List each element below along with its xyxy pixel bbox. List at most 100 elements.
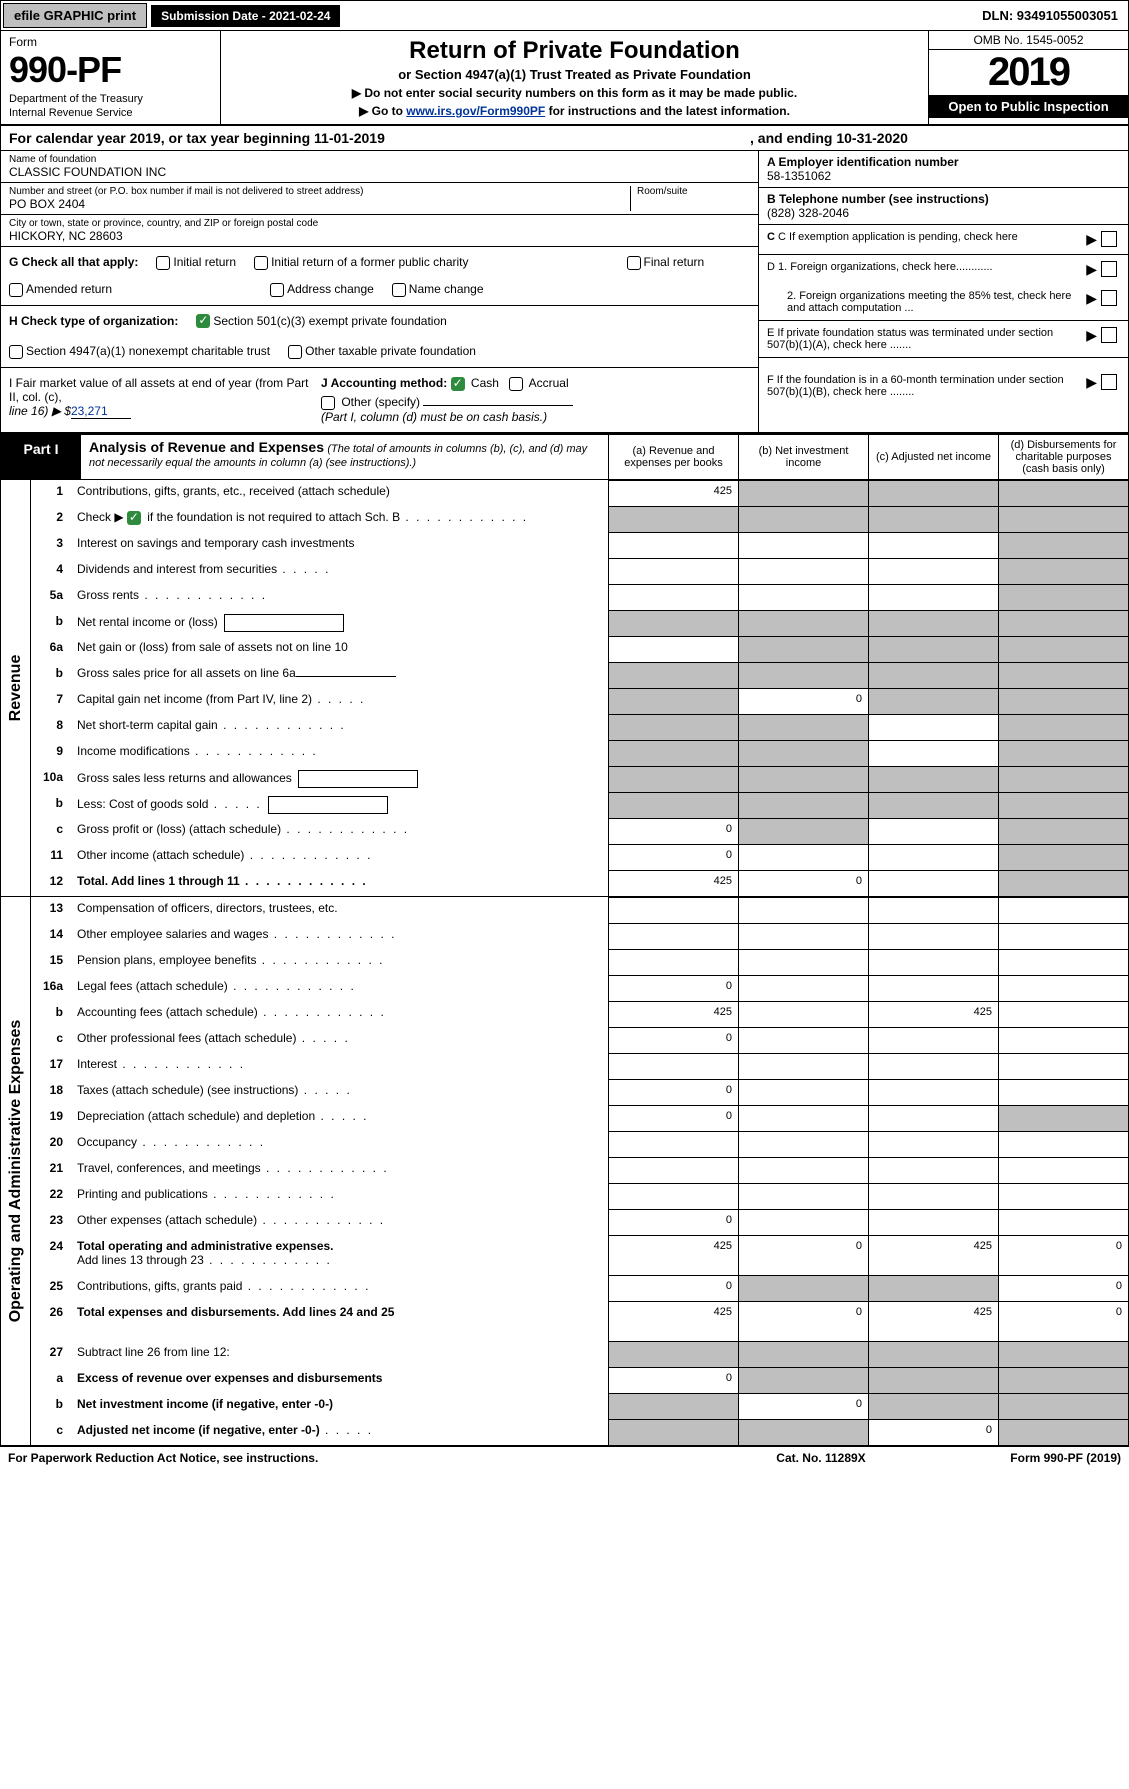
ein-field: A Employer identification number 58-1351… xyxy=(759,151,1128,188)
section-i-label: I Fair market value of all assets at end… xyxy=(9,376,309,404)
line-16c: cOther professional fees (attach schedul… xyxy=(31,1027,1128,1053)
part1-header: Part I Analysis of Revenue and Expenses … xyxy=(0,434,1129,480)
revenue-section: Revenue 1 Contributions, gifts, grants, … xyxy=(0,480,1129,897)
line-10a: 10aGross sales less returns and allowanc… xyxy=(31,766,1128,792)
dept-treasury: Department of the Treasury xyxy=(9,93,212,105)
col-d-header: (d) Disbursements for charitable purpose… xyxy=(998,435,1128,479)
cb-amended-return[interactable] xyxy=(9,283,23,297)
section-c: C C If exemption application is pending,… xyxy=(759,225,1128,255)
omb-number: OMB No. 1545-0052 xyxy=(929,31,1128,50)
section-f: F If the foundation is in a 60-month ter… xyxy=(758,368,1128,432)
cb-name-change[interactable] xyxy=(392,283,406,297)
line-14: 14Other employee salaries and wages xyxy=(31,923,1128,949)
line-12: 12Total. Add lines 1 through 11 4250 xyxy=(31,870,1128,896)
section-h: H Check type of organization: Section 50… xyxy=(1,306,758,337)
form-title: Return of Private Foundation xyxy=(229,37,920,65)
info-block: Name of foundation CLASSIC FOUNDATION IN… xyxy=(0,151,1129,368)
submission-date-label: Submission Date - 2021-02-24 xyxy=(151,5,340,27)
dept-irs: Internal Revenue Service xyxy=(9,107,212,119)
cb-address-change[interactable] xyxy=(270,283,284,297)
catalog-number: Cat. No. 11289X xyxy=(721,1451,921,1465)
cb-other-taxable[interactable] xyxy=(288,345,302,359)
line-10b: bLess: Cost of goods sold xyxy=(31,792,1128,818)
telephone-field: B Telephone number (see instructions) (8… xyxy=(759,188,1128,225)
cb-foreign-org[interactable] xyxy=(1101,261,1117,277)
section-e: E If private foundation status was termi… xyxy=(759,321,1128,358)
line-11: 11Other income (attach schedule) 0 xyxy=(31,844,1128,870)
form-label: Form xyxy=(9,35,212,49)
page-footer: For Paperwork Reduction Act Notice, see … xyxy=(0,1446,1129,1469)
col-b-header: (b) Net investment income xyxy=(738,435,868,479)
cb-final-return[interactable] xyxy=(627,256,641,270)
expenses-section: Operating and Administrative Expenses 13… xyxy=(0,897,1129,1446)
line-6b: bGross sales price for all assets on lin… xyxy=(31,662,1128,688)
topbar: efile GRAPHIC print Submission Date - 20… xyxy=(0,0,1129,31)
line-21: 21Travel, conferences, and meetings xyxy=(31,1157,1128,1183)
section-g: G Check all that apply: Initial return I… xyxy=(1,247,758,306)
section-d2: 2. Foreign organizations meeting the 85%… xyxy=(759,284,1128,321)
dln-label: DLN: 93491055003051 xyxy=(972,4,1128,27)
cb-accrual[interactable] xyxy=(509,377,523,391)
line-22: 22Printing and publications xyxy=(31,1183,1128,1209)
cb-60-month[interactable] xyxy=(1101,374,1117,390)
form-note-ssn: ▶ Do not enter social security numbers o… xyxy=(229,86,920,100)
cb-cash[interactable] xyxy=(451,377,465,391)
line-27: 27Subtract line 26 from line 12: xyxy=(31,1341,1128,1367)
part1-title: Analysis of Revenue and Expenses xyxy=(89,439,324,455)
address-field: Number and street (or P.O. box number if… xyxy=(1,183,758,215)
line-13: 13Compensation of officers, directors, t… xyxy=(31,897,1128,923)
cb-foreign-85[interactable] xyxy=(1101,290,1117,306)
line-25: 25Contributions, gifts, grants paid 00 xyxy=(31,1275,1128,1301)
line-15: 15Pension plans, employee benefits xyxy=(31,949,1128,975)
line-19: 19Depreciation (attach schedule) and dep… xyxy=(31,1105,1128,1131)
line-27b: bNet investment income (if negative, ent… xyxy=(31,1393,1128,1419)
line-3: 3Interest on savings and temporary cash … xyxy=(31,532,1128,558)
line-4: 4Dividends and interest from securities xyxy=(31,558,1128,584)
line-16b: bAccounting fees (attach schedule) 42542… xyxy=(31,1001,1128,1027)
open-public-label: Open to Public Inspection xyxy=(929,95,1128,118)
line-5b: bNet rental income or (loss) xyxy=(31,610,1128,636)
section-ijf: I Fair market value of all assets at end… xyxy=(0,368,1129,434)
cb-4947a1[interactable] xyxy=(9,345,23,359)
cb-terminated[interactable] xyxy=(1101,327,1117,343)
line-20: 20Occupancy xyxy=(31,1131,1128,1157)
line-1: 1 Contributions, gifts, grants, etc., re… xyxy=(31,480,1128,506)
line-27a: aExcess of revenue over expenses and dis… xyxy=(31,1367,1128,1393)
section-h-row2: Section 4947(a)(1) nonexempt charitable … xyxy=(1,336,758,368)
line-5a: 5aGross rents xyxy=(31,584,1128,610)
part1-label: Part I xyxy=(1,435,81,479)
form-ref: Form 990-PF (2019) xyxy=(921,1451,1121,1465)
revenue-side-label: Revenue xyxy=(1,480,31,896)
expenses-side-label: Operating and Administrative Expenses xyxy=(1,897,31,1445)
line-8: 8Net short-term capital gain xyxy=(31,714,1128,740)
section-d1: D 1. Foreign organizations, check here..… xyxy=(759,255,1128,284)
line-17: 17Interest xyxy=(31,1053,1128,1079)
fmv-value: 23,271 xyxy=(71,404,131,419)
line-6a: 6aNet gain or (loss) from sale of assets… xyxy=(31,636,1128,662)
city-field: City or town, state or province, country… xyxy=(1,215,758,247)
line-23: 23Other expenses (attach schedule) 0 xyxy=(31,1209,1128,1235)
line-24: 24 Total operating and administrative ex… xyxy=(31,1235,1128,1275)
paperwork-notice: For Paperwork Reduction Act Notice, see … xyxy=(8,1451,721,1465)
cb-other-method[interactable] xyxy=(321,396,335,410)
tax-year: 2019 xyxy=(929,50,1128,95)
line-26: 26Total expenses and disbursements. Add … xyxy=(31,1301,1128,1341)
form-header: Form 990-PF Department of the Treasury I… xyxy=(0,31,1129,126)
line-10c: cGross profit or (loss) (attach schedule… xyxy=(31,818,1128,844)
cb-initial-former[interactable] xyxy=(254,256,268,270)
col-a-header: (a) Revenue and expenses per books xyxy=(608,435,738,479)
cb-exemption-pending[interactable] xyxy=(1101,231,1117,247)
cb-initial-return[interactable] xyxy=(156,256,170,270)
form-number: 990-PF xyxy=(9,49,212,91)
efile-print-button[interactable]: efile GRAPHIC print xyxy=(3,3,147,28)
irs-link[interactable]: www.irs.gov/Form990PF xyxy=(406,104,545,118)
foundation-name-field: Name of foundation CLASSIC FOUNDATION IN… xyxy=(1,151,758,183)
line-2: 2 Check ▶ if the foundation is not requi… xyxy=(31,506,1128,532)
cb-sch-b[interactable] xyxy=(127,511,141,525)
line-9: 9Income modifications xyxy=(31,740,1128,766)
line-7: 7Capital gain net income (from Part IV, … xyxy=(31,688,1128,714)
line-27c: cAdjusted net income (if negative, enter… xyxy=(31,1419,1128,1445)
col-c-header: (c) Adjusted net income xyxy=(868,435,998,479)
cb-501c3[interactable] xyxy=(196,314,210,328)
line-18: 18Taxes (attach schedule) (see instructi… xyxy=(31,1079,1128,1105)
